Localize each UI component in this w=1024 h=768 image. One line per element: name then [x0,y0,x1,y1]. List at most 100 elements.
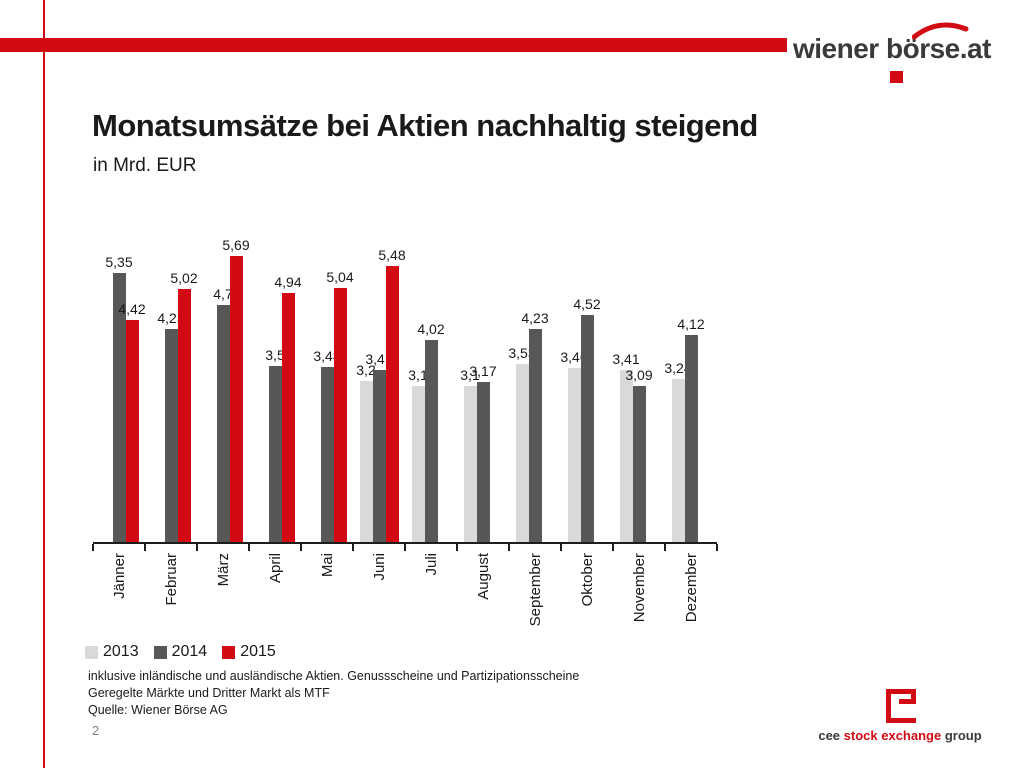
bar-2015-april [281,293,295,542]
bar-2015-mai [333,288,347,542]
bar-slot: 3,09 [625,240,653,542]
axis-tick [92,544,94,551]
axis-tick [248,544,250,551]
month-label-dezember: Dezember [682,553,700,623]
month-label-november: November [630,553,648,623]
bar-slot: 4,12 [677,240,705,542]
chart-group-februar: 4,23 5,02 [145,240,198,542]
axis-tick [144,544,146,551]
chart-group-jänner: 5,35 4,42 [93,240,146,542]
month-label-cell: November [613,553,665,626]
month-label-cell: April [249,553,301,626]
bar-2014-april [268,365,282,542]
bar-slot: 3,46 [560,240,588,542]
month-label-jänner: Jänner [110,553,128,599]
legend-label-2014: 2014 [171,643,208,660]
chart-group-juni: 3,2 3,41 5,48 [353,240,406,542]
bar-value-label: 4,12 [677,315,705,332]
legend-item-2014: 2014 [153,643,208,661]
bar-slot: 4,23 [521,240,549,542]
axis-tick [716,544,718,551]
bar-value-label: 4,52 [573,295,601,312]
chart-group-märz: 4,7 5,69 [197,237,250,542]
legend-item-2015: 2015 [222,643,276,661]
page-number: 2 [92,723,100,738]
bar-2014-mai [320,366,334,542]
axis-tick [456,544,458,551]
footnote-line-1: inklusive inländische und ausländische A… [88,669,580,683]
bar-slot: 3,41 [365,240,393,542]
bar-2013-august [463,385,477,542]
bar-slot [594,240,607,542]
month-label-cell: Juni [353,553,405,626]
bar-value-label: 3,1 [460,366,480,383]
bar-slot [542,240,555,542]
axis-tick [300,544,302,551]
bar-slot: 4,52 [573,240,601,542]
cee-text-group: group [941,728,982,743]
bar-slot: 3,2 [356,240,376,542]
month-label-april: April [266,553,284,584]
axis-tick [612,544,614,551]
bar-slot: 5,69 [222,237,250,542]
month-label-cell: März [197,553,249,626]
cee-logo-shape [886,689,916,723]
cee-logo-text: cee stock exchange group [815,728,985,743]
axis-tick [508,544,510,551]
bar-value-label: 3,1 [408,366,428,383]
chart-group-november: 3,41 3,09 [612,240,665,542]
footnote-line-3: Quelle: Wiener Börse AG [88,703,228,717]
bar-2015-jänner [125,319,139,542]
bar-value-label: 4,23 [521,310,549,327]
month-label-cell: Oktober [561,553,613,626]
bar-slot [698,240,711,542]
bar-slot [308,240,321,542]
chart-group-juli: 3,1 4,02 [405,240,457,542]
bar-2013-november [619,370,633,542]
chart-group-dezember: 3,24 4,12 [664,240,717,542]
red-header-band [0,38,787,52]
logo-red-square-icon [890,71,903,83]
chart-group-april: 3,5 4,94 [249,240,302,542]
month-label-juni: Juni [370,553,388,581]
bar-2014-oktober [580,314,594,542]
bar-2013-september [515,364,529,542]
bar-2015-juni [385,266,399,542]
month-label-cell: Dezember [665,553,717,626]
bar-2013-dezember [671,378,685,542]
month-label-juli: Juli [422,553,440,576]
bar-2015-februar [177,289,191,542]
bar-2014-august [476,382,490,542]
bar-value-label: 3,41 [612,351,640,368]
bar-2014-jänner [112,272,126,542]
legend-label-2015: 2015 [240,643,276,660]
wiener-boerse-logo: wiener börse.at [793,33,991,64]
bar-slot: 3,41 [612,240,640,542]
bar-value-label: 3,17 [469,363,497,380]
bar-2014-juni [372,370,386,542]
month-label-cell: August [457,553,509,626]
month-labels: Jänner Februar März April Mai Juni Juli August S… [93,553,717,626]
legend-item-2013: 2013 [85,643,139,661]
bar-2013-juli [411,385,425,542]
bar-value-label: 4,94 [274,274,302,291]
chart-group-september: 3,53 4,23 [508,240,561,542]
bar-value-label: 4,02 [417,320,445,337]
bar-2014-dezember [684,334,698,542]
chart-legend: 2013 2014 2015 [85,643,276,661]
bar-slot: 3,1 [408,240,428,542]
axis-tick [560,544,562,551]
footnote-line-2: Geregelte Märkte und Dritter Markt als M… [88,686,330,700]
bar-value-label: 4,42 [118,300,146,317]
chart-group-august: 3,1 3,17 [457,240,509,542]
bar-slot: 5,48 [378,240,406,542]
footnotes: inklusive inländische und ausländische A… [88,668,579,719]
month-label-cell: Februar [145,553,197,626]
bar-slot: 4,02 [417,240,445,542]
bar-value-label: 4,7 [213,286,233,303]
bar-value-label: 5,02 [170,270,198,287]
axis-tick [196,544,198,551]
chart-group-mai: 3,48 5,04 [301,240,354,542]
month-label-cell: Jänner [93,553,145,626]
